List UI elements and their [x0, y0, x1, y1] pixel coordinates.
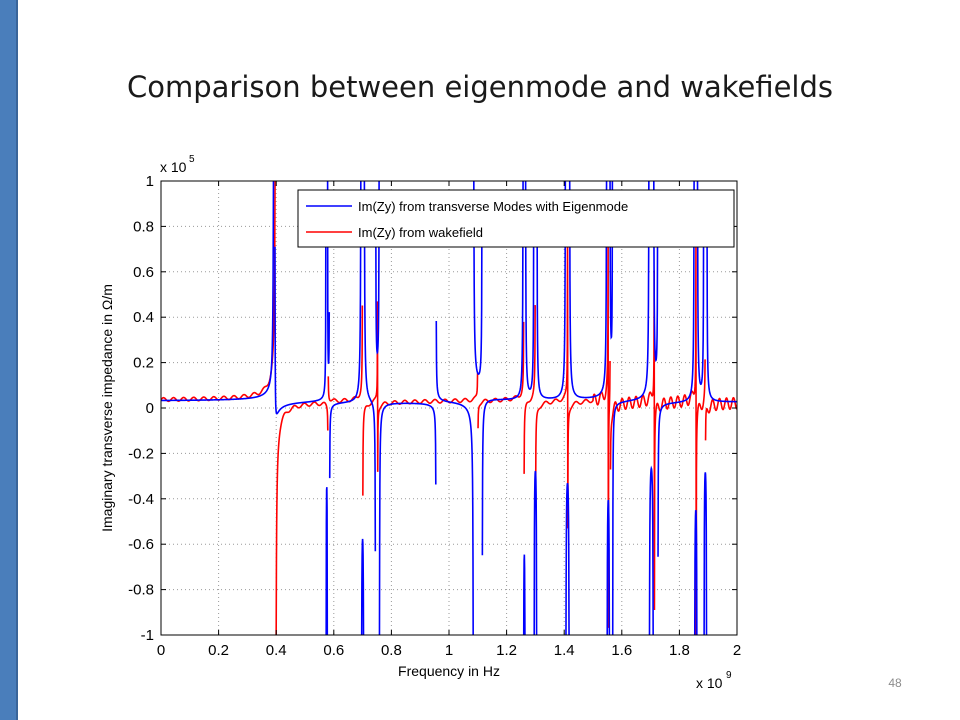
x-axis-label: Frequency in Hz — [398, 663, 500, 679]
slide-accent-bar — [0, 0, 18, 720]
y-axis-label: Imaginary transverse impedance in Ω/m — [99, 284, 115, 532]
legend-label-wakefield: Im(Zy) from wakefield — [358, 225, 483, 240]
x-tick-label: 2 — [733, 642, 741, 659]
y-tick-label: -0.6 — [128, 536, 154, 553]
y-tick-label: 1 — [146, 173, 154, 190]
x-exponent-label: x 10 — [696, 675, 723, 691]
y-tick-label: 0.2 — [133, 355, 154, 372]
y-tick-label: 0.8 — [133, 218, 154, 235]
x-tick-label: 0.6 — [323, 642, 344, 659]
axis-ticks: 0 0.2 0.4 0.6 0.8 1 1.2 1.4 1.6 1.8 2 -1 -0.8 -0.6 -0.… — [128, 173, 741, 659]
x-tick-label: 1.6 — [611, 642, 632, 659]
x-tick-label: 0.8 — [381, 642, 402, 659]
y-tick-label: -0.4 — [128, 491, 154, 508]
y-tick-label: -0.8 — [128, 582, 154, 599]
x-tick-label: 0.4 — [266, 642, 287, 659]
legend-label-eigenmode: Im(Zy) from transverse Modes with Eigenm… — [358, 199, 628, 214]
slide-title: Comparison between eigenmode and wakefie… — [126, 70, 833, 104]
y-tick-label: 0 — [146, 400, 154, 417]
legend-box — [297, 189, 735, 248]
series-lines — [161, 181, 737, 635]
x-tick-label: 0.2 — [208, 642, 229, 659]
x-tick-label: 1.4 — [554, 642, 575, 659]
legend: Im(Zy) from transverse Modes with Eigenm… — [297, 189, 735, 248]
y-exponent-label: x 10 — [160, 159, 187, 175]
x-tick-label: 1.8 — [669, 642, 690, 659]
x-exponent-power: 9 — [726, 670, 732, 681]
y-tick-label: 0.4 — [133, 309, 154, 326]
x-tick-label: 1 — [445, 642, 453, 659]
x-tick-label: 0 — [157, 642, 165, 659]
y-exponent-power: 5 — [189, 154, 195, 165]
y-tick-label: -0.2 — [128, 445, 154, 462]
slide-number: 48 — [888, 676, 902, 690]
x-tick-label: 1.2 — [496, 642, 517, 659]
y-tick-label: 0.6 — [133, 264, 154, 281]
series-line-eigenmode — [161, 181, 737, 635]
y-tick-label: -1 — [141, 627, 154, 644]
